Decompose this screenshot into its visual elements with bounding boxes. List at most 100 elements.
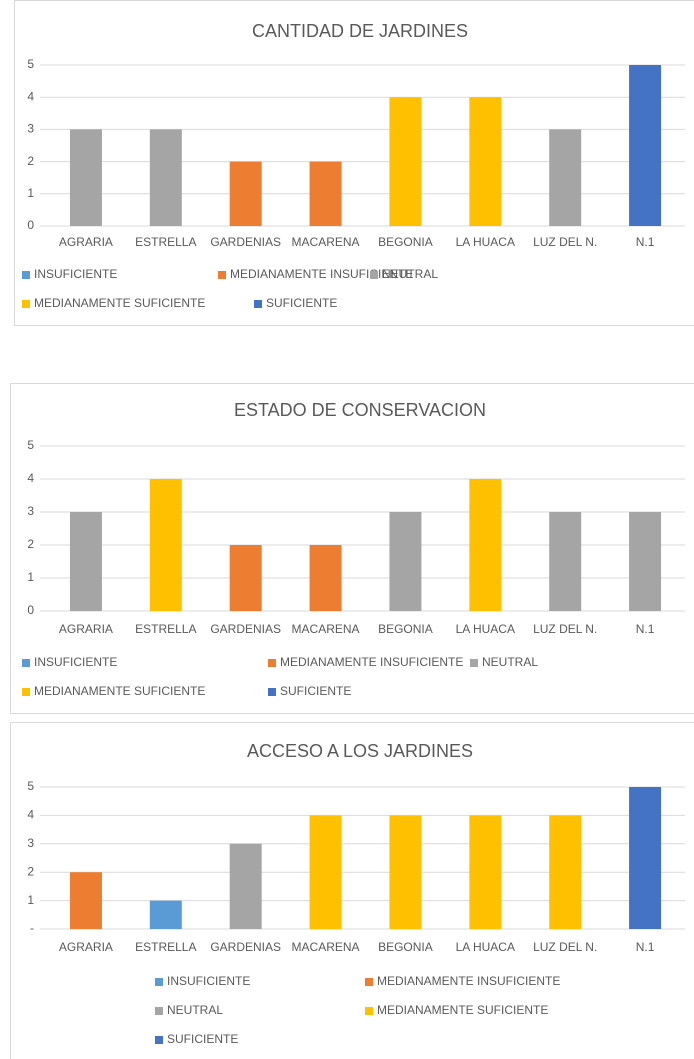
bar	[629, 512, 662, 611]
bar	[309, 161, 342, 226]
legend-label: MEDIANAMENTE SUFICIENTE	[377, 1003, 548, 1017]
y-tick-label: 2	[27, 154, 34, 168]
bar	[389, 815, 422, 929]
legend-label: SUFICIENTE	[167, 1032, 238, 1046]
legend-label: MEDIANAMENTE SUFICIENTE	[34, 684, 205, 698]
y-tick-label: 0	[27, 218, 34, 232]
legend-swatch	[268, 688, 276, 696]
legend-swatch	[22, 659, 30, 667]
bar	[229, 161, 262, 226]
y-tick-label: 0	[27, 603, 34, 617]
bar	[469, 479, 502, 611]
bar	[69, 872, 102, 929]
bar	[149, 479, 182, 611]
bar	[309, 545, 342, 611]
bar	[389, 97, 422, 226]
x-tick-label: LA HUACA	[456, 940, 515, 954]
x-tick-label: ESTRELLA	[135, 622, 196, 636]
legend-label: INSUFICIENTE	[34, 655, 117, 669]
legend-label: MEDIANAMENTE INSUFICIENTE	[280, 655, 463, 669]
legend-swatch	[22, 688, 30, 696]
y-tick-label: 1	[27, 570, 34, 584]
x-tick-label: MACARENA	[292, 235, 360, 249]
bar	[629, 787, 662, 929]
y-tick-label: 3	[27, 836, 34, 850]
bar	[549, 129, 582, 226]
y-tick-label: 2	[27, 864, 34, 878]
y-tick-label: 5	[27, 438, 34, 452]
legend-swatch	[254, 300, 262, 308]
x-tick-label: N.1	[636, 622, 655, 636]
x-tick-label: AGRARIA	[59, 940, 113, 954]
bar	[469, 97, 502, 226]
legend-label: INSUFICIENTE	[34, 267, 117, 281]
chart-title: ESTADO DE CONSERVACION	[234, 400, 486, 420]
x-tick-label: MACARENA	[292, 940, 360, 954]
legend-label: INSUFICIENTE	[167, 974, 250, 988]
x-tick-label: N.1	[636, 940, 655, 954]
legend-swatch	[22, 271, 30, 279]
bar	[69, 512, 102, 611]
chart-title: CANTIDAD DE JARDINES	[252, 21, 468, 41]
chart-title: ACCESO A LOS JARDINES	[247, 741, 473, 761]
y-tick-label: 5	[27, 779, 34, 793]
legend-swatch	[155, 1007, 163, 1015]
x-tick-label: ESTRELLA	[135, 235, 196, 249]
x-tick-label: ESTRELLA	[135, 940, 196, 954]
x-tick-label: BEGONIA	[378, 940, 433, 954]
legend-label: SUFICIENTE	[266, 296, 337, 310]
legend-swatch	[365, 1007, 373, 1015]
bar	[69, 129, 102, 226]
legend-swatch	[470, 659, 478, 667]
legend-label: MEDIANAMENTE SUFICIENTE	[34, 296, 205, 310]
legend-label: NEUTRAL	[482, 655, 538, 669]
bar	[229, 545, 262, 611]
legend-swatch	[218, 271, 226, 279]
legend-label: NEUTRAL	[382, 267, 438, 281]
x-tick-label: LA HUACA	[456, 622, 515, 636]
legend-swatch	[22, 300, 30, 308]
legend-label: SUFICIENTE	[280, 684, 351, 698]
y-tick-label: 4	[27, 89, 34, 103]
x-tick-label: GARDENIAS	[210, 940, 281, 954]
y-tick-label: 1	[27, 186, 34, 200]
y-tick-label: 4	[27, 471, 34, 485]
legend-swatch	[365, 978, 373, 986]
x-tick-label: LUZ DEL N.	[533, 235, 597, 249]
bar	[309, 815, 342, 929]
x-tick-label: BEGONIA	[378, 235, 433, 249]
x-tick-label: AGRARIA	[59, 235, 113, 249]
x-tick-label: LUZ DEL N.	[533, 940, 597, 954]
bar	[229, 843, 262, 929]
x-tick-label: LUZ DEL N.	[533, 622, 597, 636]
x-tick-label: GARDENIAS	[210, 622, 281, 636]
legend-swatch	[155, 1036, 163, 1044]
x-tick-label: MACARENA	[292, 622, 360, 636]
y-tick-label: 1	[27, 893, 34, 907]
y-tick-label: 3	[27, 504, 34, 518]
legend-label: NEUTRAL	[167, 1003, 223, 1017]
y-tick-label: 3	[27, 122, 34, 136]
bar	[549, 512, 582, 611]
chart-frame	[10, 722, 694, 1059]
bar	[629, 65, 662, 226]
x-tick-label: GARDENIAS	[210, 235, 281, 249]
bar	[389, 512, 422, 611]
legend-swatch	[268, 659, 276, 667]
legend-label: MEDIANAMENTE INSUFICIENTE	[230, 267, 413, 281]
y-tick-label: 5	[27, 57, 34, 71]
x-tick-label: LA HUACA	[456, 235, 515, 249]
legend-swatch	[370, 271, 378, 279]
y-tick-label: -	[30, 921, 34, 935]
x-tick-label: N.1	[636, 235, 655, 249]
y-tick-label: 4	[27, 808, 34, 822]
y-tick-label: 2	[27, 537, 34, 551]
bar	[149, 129, 182, 226]
bar	[149, 900, 182, 929]
legend-label: MEDIANAMENTE INSUFICIENTE	[377, 974, 560, 988]
bar	[469, 815, 502, 929]
bar	[549, 815, 582, 929]
legend-swatch	[155, 978, 163, 986]
x-tick-label: AGRARIA	[59, 622, 113, 636]
